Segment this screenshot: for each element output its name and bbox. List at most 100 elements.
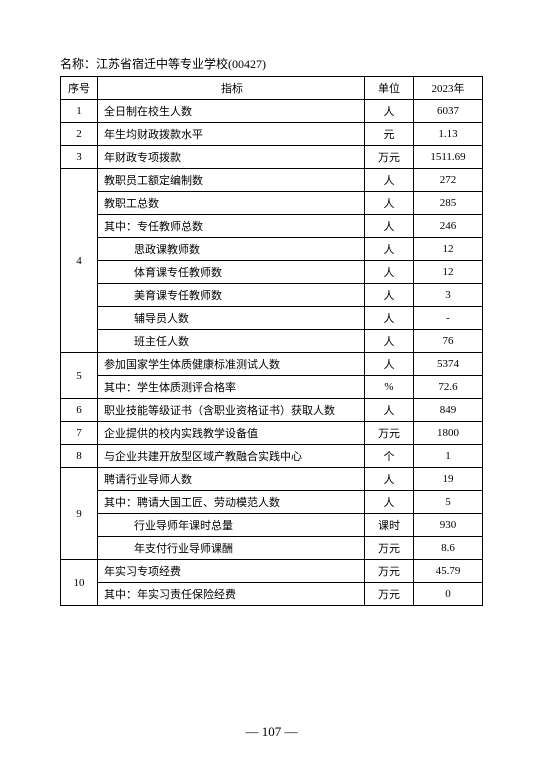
cell-value: 1800 — [414, 422, 483, 445]
cell-indicator: 美育课专任教师数 — [98, 284, 365, 307]
cell-seq: 3 — [61, 146, 98, 169]
cell-indicator: 其中：学生体质测评合格率 — [98, 376, 365, 399]
cell-unit: 万元 — [365, 146, 414, 169]
cell-indicator: 职业技能等级证书（含职业资格证书）获取人数 — [98, 399, 365, 422]
cell-indicator: 思政课教师数 — [98, 238, 365, 261]
cell-unit: 人 — [365, 100, 414, 123]
table-row: 体育课专任教师数 人 12 — [61, 261, 483, 284]
cell-value: - — [414, 307, 483, 330]
header-year: 2023年 — [414, 77, 483, 100]
cell-value: 72.6 — [414, 376, 483, 399]
cell-value: 1.13 — [414, 123, 483, 146]
header-indicator: 指标 — [98, 77, 365, 100]
cell-indicator: 其中：聘请大国工匠、劳动模范人数 — [98, 491, 365, 514]
cell-unit: 人 — [365, 330, 414, 353]
cell-unit: 人 — [365, 261, 414, 284]
table-row: 9 聘请行业导师人数 人 19 — [61, 468, 483, 491]
cell-unit: 元 — [365, 123, 414, 146]
cell-indicator: 辅导员人数 — [98, 307, 365, 330]
cell-value: 930 — [414, 514, 483, 537]
cell-indicator: 班主任人数 — [98, 330, 365, 353]
cell-value: 3 — [414, 284, 483, 307]
cell-unit: 人 — [365, 307, 414, 330]
table-row: 美育课专任教师数 人 3 — [61, 284, 483, 307]
table-header-row: 序号 指标 单位 2023年 — [61, 77, 483, 100]
cell-unit: 人 — [365, 399, 414, 422]
cell-seq: 7 — [61, 422, 98, 445]
page-number: — 107 — — [0, 724, 543, 740]
cell-value: 19 — [414, 468, 483, 491]
cell-seq: 8 — [61, 445, 98, 468]
cell-value: 76 — [414, 330, 483, 353]
cell-indicator: 年实习专项经费 — [98, 560, 365, 583]
cell-value: 285 — [414, 192, 483, 215]
header-unit: 单位 — [365, 77, 414, 100]
cell-indicator: 参加国家学生体质健康标准测试人数 — [98, 353, 365, 376]
cell-value: 1 — [414, 445, 483, 468]
cell-value: 45.79 — [414, 560, 483, 583]
data-table: 序号 指标 单位 2023年 1 全日制在校生人数 人 6037 2 年生均财政… — [60, 76, 483, 606]
cell-unit: 万元 — [365, 583, 414, 606]
table-row: 10 年实习专项经费 万元 45.79 — [61, 560, 483, 583]
cell-value: 5 — [414, 491, 483, 514]
table-row: 年支付行业导师课酬 万元 8.6 — [61, 537, 483, 560]
cell-indicator: 行业导师年课时总量 — [98, 514, 365, 537]
cell-indicator: 聘请行业导师人数 — [98, 468, 365, 491]
cell-unit: 人 — [365, 238, 414, 261]
cell-seq: 10 — [61, 560, 98, 606]
cell-value: 0 — [414, 583, 483, 606]
cell-unit: 人 — [365, 215, 414, 238]
cell-unit: 人 — [365, 169, 414, 192]
table-row: 辅导员人数 人 - — [61, 307, 483, 330]
table-row: 7 企业提供的校内实践教学设备值 万元 1800 — [61, 422, 483, 445]
cell-seq: 9 — [61, 468, 98, 560]
cell-indicator: 年财政专项拨款 — [98, 146, 365, 169]
cell-unit: 人 — [365, 284, 414, 307]
cell-indicator: 体育课专任教师数 — [98, 261, 365, 284]
table-row: 4 教职员工额定编制数 人 272 — [61, 169, 483, 192]
cell-seq: 1 — [61, 100, 98, 123]
cell-indicator: 年生均财政拨款水平 — [98, 123, 365, 146]
header-seq: 序号 — [61, 77, 98, 100]
cell-unit: 人 — [365, 491, 414, 514]
cell-indicator: 教职员工额定编制数 — [98, 169, 365, 192]
cell-indicator: 教职工总数 — [98, 192, 365, 215]
cell-value: 849 — [414, 399, 483, 422]
document-title: 名称：江苏省宿迁中等专业学校(00427) — [60, 55, 483, 72]
table-row: 2 年生均财政拨款水平 元 1.13 — [61, 123, 483, 146]
cell-unit: 万元 — [365, 560, 414, 583]
cell-seq: 2 — [61, 123, 98, 146]
cell-unit: 个 — [365, 445, 414, 468]
cell-unit: 人 — [365, 192, 414, 215]
cell-unit: % — [365, 376, 414, 399]
table-row: 其中：专任教师总数 人 246 — [61, 215, 483, 238]
cell-indicator: 其中：专任教师总数 — [98, 215, 365, 238]
cell-indicator: 企业提供的校内实践教学设备值 — [98, 422, 365, 445]
table-row: 3 年财政专项拨款 万元 1511.69 — [61, 146, 483, 169]
table-row: 8 与企业共建开放型区域产教融合实践中心 个 1 — [61, 445, 483, 468]
table-row: 思政课教师数 人 12 — [61, 238, 483, 261]
cell-unit: 人 — [365, 468, 414, 491]
table-row: 班主任人数 人 76 — [61, 330, 483, 353]
cell-indicator: 全日制在校生人数 — [98, 100, 365, 123]
cell-unit: 万元 — [365, 537, 414, 560]
cell-value: 5374 — [414, 353, 483, 376]
cell-indicator: 其中：年实习责任保险经费 — [98, 583, 365, 606]
cell-value: 8.6 — [414, 537, 483, 560]
cell-unit: 课时 — [365, 514, 414, 537]
cell-seq: 6 — [61, 399, 98, 422]
cell-seq: 5 — [61, 353, 98, 399]
table-row: 6 职业技能等级证书（含职业资格证书）获取人数 人 849 — [61, 399, 483, 422]
cell-indicator: 与企业共建开放型区域产教融合实践中心 — [98, 445, 365, 468]
table-row: 其中：聘请大国工匠、劳动模范人数 人 5 — [61, 491, 483, 514]
cell-value: 1511.69 — [414, 146, 483, 169]
cell-value: 6037 — [414, 100, 483, 123]
cell-unit: 人 — [365, 353, 414, 376]
cell-value: 12 — [414, 238, 483, 261]
table-row: 行业导师年课时总量 课时 930 — [61, 514, 483, 537]
cell-indicator: 年支付行业导师课酬 — [98, 537, 365, 560]
cell-value: 12 — [414, 261, 483, 284]
table-row: 5 参加国家学生体质健康标准测试人数 人 5374 — [61, 353, 483, 376]
cell-unit: 万元 — [365, 422, 414, 445]
cell-seq: 4 — [61, 169, 98, 353]
